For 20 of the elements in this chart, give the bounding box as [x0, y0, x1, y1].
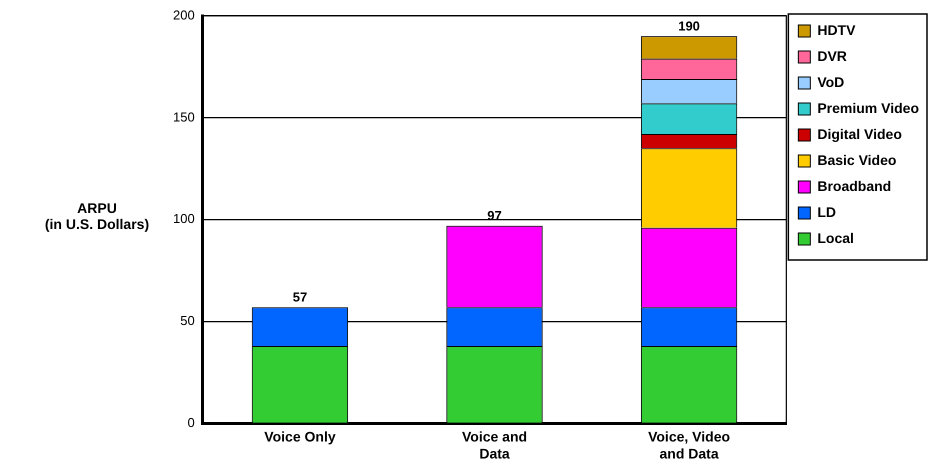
y-tick-label: 200 — [172, 7, 195, 22]
legend-label: Premium Video — [817, 100, 920, 116]
y-tick-label: 0 — [187, 414, 195, 430]
x-tick-label: Voice, Video and Data — [648, 428, 730, 462]
y-tick-label: 150 — [172, 109, 195, 124]
y-tick-label: 100 — [172, 211, 195, 226]
x-tick-label: Voice and Data — [462, 428, 528, 462]
legend-label: DVR — [817, 48, 847, 64]
total-label: 57 — [292, 289, 308, 304]
total-label: 190 — [678, 18, 700, 34]
legend-label: LD — [817, 204, 836, 220]
y-tick-label: 50 — [180, 313, 195, 328]
x-tick-label: Voice Only — [264, 428, 336, 445]
legend-label: Digital Video — [817, 126, 902, 142]
legend-label: Local — [817, 230, 854, 246]
y-axis-title: ARPU (in U.S. Dollars) — [44, 200, 150, 232]
legend-label: Basic Video — [817, 152, 896, 168]
legend-label: Broadband — [817, 178, 892, 194]
legend-label: VoD — [817, 74, 844, 90]
legend-label: HDTV — [817, 22, 856, 38]
